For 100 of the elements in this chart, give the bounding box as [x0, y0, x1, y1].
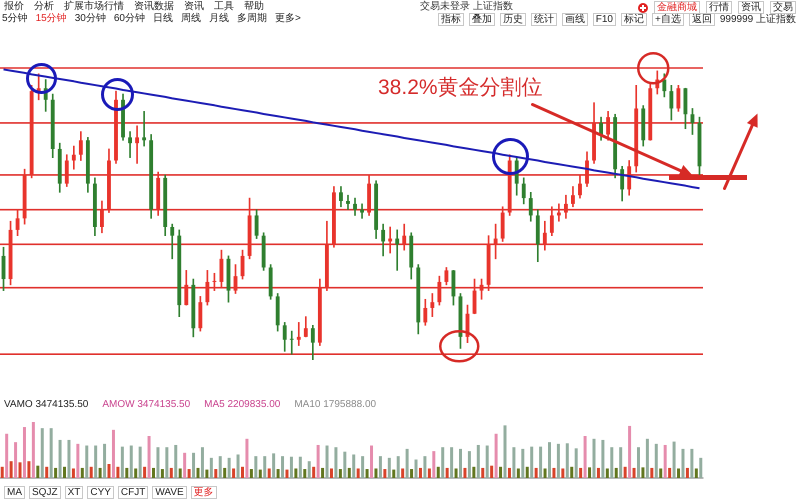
- text: 金融商城: [654, 1, 700, 14]
- bar: [534, 468, 538, 478]
- bar: [148, 436, 151, 478]
- bar: [414, 460, 418, 478]
- bar: [628, 426, 632, 478]
- candlestick: [128, 131, 132, 158]
- text: 更多: [190, 486, 217, 499]
- bar: [432, 451, 436, 478]
- bar: [601, 440, 604, 478]
- text: 行情: [706, 1, 732, 14]
- bar: [486, 446, 489, 478]
- bar: [504, 425, 507, 478]
- bar: [592, 438, 596, 478]
- bar: [152, 468, 156, 478]
- text: MA10 1795888.00: [294, 399, 376, 410]
- bar: [370, 446, 374, 478]
- bar: [32, 422, 35, 478]
- bar: [668, 468, 672, 478]
- bar: [490, 466, 494, 478]
- bar: [228, 458, 231, 478]
- bar: [254, 456, 258, 478]
- text: 资讯数据: [134, 1, 174, 12]
- bar: [636, 447, 640, 478]
- bar: [624, 466, 627, 478]
- bar: [76, 444, 80, 478]
- bar: [664, 444, 667, 478]
- bar: [94, 446, 98, 478]
- bar: [539, 446, 542, 478]
- bar: [468, 451, 471, 478]
- bar: [418, 468, 422, 478]
- bar: [450, 447, 454, 478]
- bar: [165, 447, 168, 478]
- bar: [183, 452, 186, 478]
- bar: [521, 448, 524, 478]
- bar: [526, 466, 529, 478]
- bar: [334, 447, 338, 478]
- bar: [27, 461, 30, 478]
- bar: [472, 466, 476, 478]
- bar: [36, 466, 40, 478]
- bar: [50, 428, 53, 478]
- bar: [646, 438, 649, 478]
- bar: [232, 468, 236, 478]
- text: 日线: [152, 13, 173, 24]
- text: CYY: [87, 486, 114, 499]
- text: 报价: [4, 1, 24, 12]
- text: +自选: [652, 13, 684, 26]
- bar: [441, 447, 444, 478]
- bar: [5, 434, 8, 478]
- bar: [326, 446, 329, 478]
- bar: [672, 442, 676, 478]
- bar: [566, 443, 569, 478]
- bar: [436, 466, 440, 478]
- bar: [579, 468, 582, 478]
- bar: [54, 468, 58, 478]
- bar: [321, 468, 324, 478]
- bar: [396, 456, 400, 478]
- bar: [196, 468, 200, 478]
- bar: [338, 469, 342, 478]
- bar: [610, 447, 614, 478]
- text: 60分钟: [114, 13, 145, 24]
- text: 画线: [562, 13, 588, 26]
- bar: [236, 454, 240, 478]
- bar: [143, 466, 146, 478]
- bar: [423, 456, 426, 478]
- text: 资讯: [738, 1, 764, 14]
- text: MA5 2209835.00: [204, 399, 280, 410]
- bar: [170, 468, 173, 478]
- bar: [18, 462, 22, 478]
- bar: [108, 464, 111, 478]
- text: 交易: [770, 1, 796, 14]
- bar: [298, 456, 302, 478]
- bar: [654, 444, 658, 478]
- bar: [290, 456, 293, 478]
- bar: [303, 469, 306, 478]
- bar: [67, 440, 70, 478]
- bar: [348, 468, 351, 478]
- bar: [410, 469, 414, 478]
- text: 多周期: [236, 13, 267, 24]
- text: 叠加: [468, 13, 495, 26]
- bar: [192, 452, 196, 478]
- text: 15分钟: [36, 13, 67, 24]
- bar: [494, 434, 498, 478]
- text: 统计: [530, 13, 557, 26]
- bar: [312, 466, 316, 478]
- text: WAVE: [152, 486, 187, 499]
- bar: [619, 447, 622, 478]
- bar: [63, 466, 66, 478]
- bar: [548, 442, 551, 478]
- bar: [174, 444, 178, 478]
- bar: [276, 469, 280, 478]
- bar: [366, 469, 369, 478]
- bar: [138, 446, 142, 478]
- bar: [160, 469, 164, 478]
- bar: [446, 468, 449, 478]
- bar: [272, 453, 276, 478]
- text: 资讯: [184, 1, 204, 12]
- bar: [22, 427, 26, 478]
- bar: [584, 436, 587, 478]
- bar: [130, 446, 133, 478]
- bar: [463, 468, 466, 478]
